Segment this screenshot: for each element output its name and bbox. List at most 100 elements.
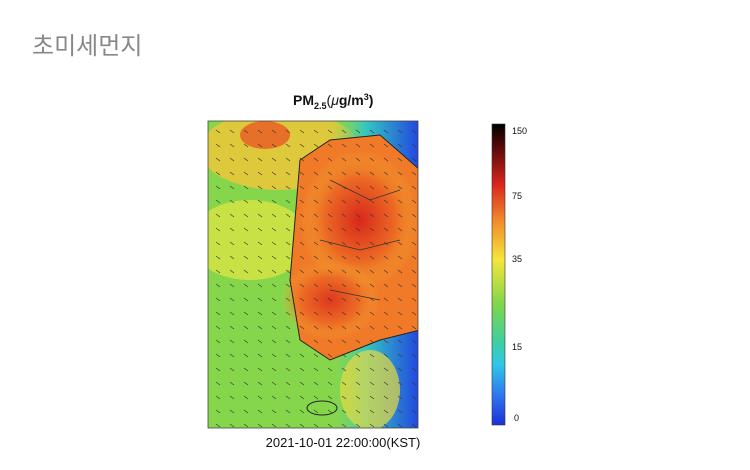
wind-arrow — [285, 157, 291, 162]
wind-arrow — [229, 339, 235, 344]
wind-arrow — [299, 283, 305, 288]
wind-arrow — [215, 367, 221, 372]
wind-arrow — [229, 311, 235, 316]
figure-title: PM2.5(μg/m3) — [293, 92, 373, 111]
wind-arrow — [341, 241, 347, 246]
wind-arrow — [369, 171, 375, 176]
wind-arrow — [299, 297, 305, 302]
wind-arrow — [341, 367, 347, 372]
wind-arrow — [355, 283, 361, 288]
wind-arrow — [271, 185, 277, 190]
wind-arrow — [285, 227, 291, 232]
wind-arrow — [411, 185, 417, 190]
wind-arrow — [383, 227, 389, 232]
map — [208, 121, 418, 428]
wind-arrow — [285, 143, 291, 148]
wind-arrow — [257, 339, 263, 344]
wind-arrow — [341, 381, 347, 386]
wind-arrow — [229, 423, 235, 428]
wind-arrow — [313, 255, 319, 260]
wind-arrow — [397, 143, 403, 148]
wind-arrow — [257, 423, 263, 428]
wind-arrow — [299, 143, 305, 148]
wind-arrow — [229, 409, 235, 414]
wind-arrow — [341, 409, 347, 414]
wind-arrow — [383, 185, 389, 190]
wind-arrow — [313, 269, 319, 274]
wind-arrow — [411, 129, 417, 134]
wind-arrow — [397, 213, 403, 218]
wind-arrow — [341, 311, 347, 316]
section-title: 초미세먼지 — [32, 32, 143, 60]
wind-arrow — [369, 185, 375, 190]
wind-arrow — [271, 311, 277, 316]
wind-arrow — [369, 367, 375, 372]
wind-arrow — [327, 185, 333, 190]
title-main: PM — [293, 92, 314, 108]
wind-arrow — [341, 227, 347, 232]
wind-arrow — [299, 171, 305, 176]
wind-arrow — [229, 269, 235, 274]
wind-arrow — [327, 339, 333, 344]
wind-arrow — [215, 199, 221, 204]
title-sup: 3 — [364, 92, 369, 102]
wind-arrow — [285, 409, 291, 414]
wind-arrow — [257, 325, 263, 330]
wind-arrow — [397, 381, 403, 386]
wind-arrow — [341, 199, 347, 204]
wind-arrow — [411, 283, 417, 288]
wind-arrow — [271, 283, 277, 288]
wind-arrow — [229, 227, 235, 232]
wind-arrow — [299, 241, 305, 246]
wind-arrow — [299, 199, 305, 204]
wind-arrow — [313, 213, 319, 218]
wind-arrow — [355, 339, 361, 344]
wind-arrow — [411, 269, 417, 274]
wind-arrow — [355, 185, 361, 190]
wind-arrow — [397, 157, 403, 162]
wind-arrow — [313, 157, 319, 162]
wind-arrow — [299, 367, 305, 372]
wind-arrow — [313, 283, 319, 288]
wind-arrow — [229, 199, 235, 204]
wind-arrow — [341, 339, 347, 344]
wind-arrow — [285, 213, 291, 218]
wind-arrow — [285, 297, 291, 302]
wind-arrow — [257, 395, 263, 400]
wind-arrow — [411, 409, 417, 414]
wind-arrow — [355, 367, 361, 372]
wind-arrow — [355, 241, 361, 246]
wind-arrow — [341, 255, 347, 260]
colorbar-label: 150 — [512, 126, 527, 136]
wind-arrow — [383, 255, 389, 260]
wind-arrow — [383, 157, 389, 162]
wind-arrow — [215, 241, 221, 246]
wind-arrow — [299, 395, 305, 400]
wind-arrow — [327, 171, 333, 176]
wind-arrow — [243, 367, 249, 372]
wind-arrow — [411, 339, 417, 344]
wind-arrow — [285, 171, 291, 176]
wind-arrow — [229, 255, 235, 260]
wind-arrow — [411, 381, 417, 386]
wind-arrow — [411, 157, 417, 162]
title-open: ( — [327, 92, 332, 108]
title-close: ) — [369, 92, 374, 108]
wind-arrow — [271, 339, 277, 344]
wind-arrow — [369, 283, 375, 288]
wind-arrow — [397, 283, 403, 288]
wind-arrow — [271, 409, 277, 414]
wind-arrow — [215, 157, 221, 162]
wind-arrow — [243, 297, 249, 302]
wind-arrow — [229, 381, 235, 386]
wind-arrow — [299, 339, 305, 344]
wind-arrow — [285, 129, 291, 134]
wind-arrow — [411, 353, 417, 358]
wind-arrow — [257, 283, 263, 288]
wind-arrow — [243, 409, 249, 414]
wind-arrow — [369, 325, 375, 330]
wind-arrow — [271, 353, 277, 358]
wind-arrow — [355, 395, 361, 400]
wind-arrow — [383, 297, 389, 302]
